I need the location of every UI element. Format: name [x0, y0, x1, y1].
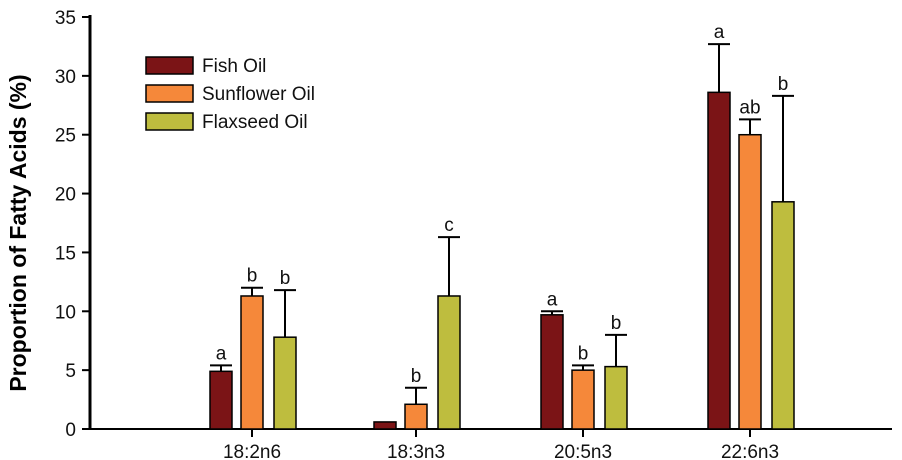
bar — [738, 133, 762, 430]
bar — [209, 370, 233, 430]
y-tick-label: 25 — [55, 126, 76, 147]
y-tick-label: 10 — [55, 302, 76, 323]
legend-swatch — [145, 56, 194, 75]
significance-letter: a — [547, 289, 558, 310]
significance-letter: b — [611, 313, 622, 334]
x-tick-label: 22:6n3 — [721, 442, 779, 460]
bar — [707, 91, 731, 430]
x-tick-label: 18:3n3 — [387, 442, 445, 460]
significance-letter: b — [778, 74, 789, 95]
legend-label: Flaxseed Oil — [202, 112, 308, 133]
significance-letter: c — [444, 215, 454, 236]
y-axis-label: Proportion of Fatty Acids (%) — [5, 74, 31, 391]
axes: 0 5 10 15 20 25 30 35 18:2n6 18:3n3 20:5n3 22:6n3 — [55, 8, 892, 460]
legend-label: Fish Oil — [202, 56, 266, 77]
bar — [771, 201, 795, 430]
bar — [373, 421, 397, 430]
legend-label: Sunflower Oil — [202, 84, 315, 105]
significance-letter: ab — [739, 97, 760, 118]
significance-letter: b — [247, 266, 258, 287]
significance-letter: b — [578, 343, 589, 364]
y-tick-label: 20 — [55, 185, 76, 206]
bar — [571, 369, 595, 430]
legend-swatch — [145, 112, 194, 131]
bar — [404, 403, 428, 430]
bar — [273, 336, 297, 430]
y-tick-label: 15 — [55, 243, 76, 264]
significance-letter: b — [411, 366, 422, 387]
significance-letter: a — [216, 343, 227, 364]
y-tick-label: 0 — [65, 420, 76, 441]
y-tick-label: 5 — [65, 361, 76, 382]
y-tick-label: 35 — [55, 8, 76, 29]
significance-letter: a — [714, 22, 725, 43]
legend: Fish Oil Sunflower Oil Flaxseed Oil — [145, 56, 315, 133]
bar — [604, 365, 628, 430]
bar — [437, 295, 461, 430]
bar — [540, 314, 564, 430]
significance-letter: b — [280, 268, 291, 289]
bar — [240, 295, 264, 430]
x-tick-label: 20:5n3 — [554, 442, 612, 460]
x-tick-label: 18:2n6 — [223, 442, 281, 460]
y-tick-label: 30 — [55, 67, 76, 88]
legend-swatch — [145, 84, 194, 103]
